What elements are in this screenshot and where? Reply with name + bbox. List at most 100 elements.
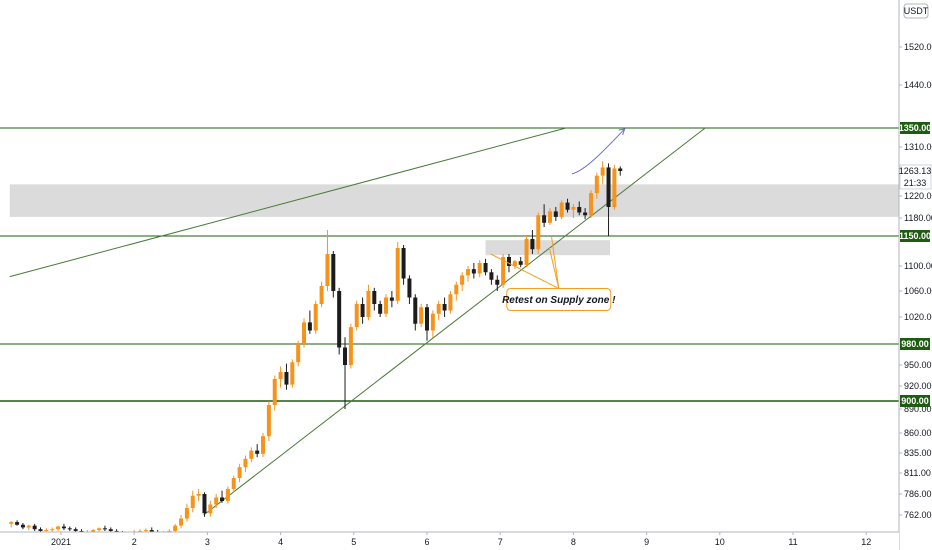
time-axis-bg xyxy=(0,532,899,550)
y-tick-label: 1220.00 xyxy=(904,191,932,201)
candle xyxy=(600,161,605,185)
candle-body xyxy=(184,508,189,519)
candle-body xyxy=(366,291,371,317)
candle-body xyxy=(413,297,418,324)
candle xyxy=(243,455,248,473)
candle xyxy=(255,444,260,458)
candle xyxy=(307,310,312,334)
candle-body xyxy=(518,261,523,265)
candle xyxy=(542,204,547,227)
candle-body xyxy=(559,202,564,217)
level-badge-1350[interactable] xyxy=(900,122,930,134)
candle xyxy=(547,208,552,226)
candle xyxy=(442,297,447,317)
candle-body xyxy=(389,297,394,301)
candle xyxy=(266,401,271,441)
candle xyxy=(337,287,342,355)
time-axis[interactable]: 2021 2 3 4 5 6 7 8 9 10 11 12 xyxy=(0,531,899,550)
candle-body xyxy=(448,294,453,311)
y-tick-label: 1060.00 xyxy=(904,286,932,296)
candle xyxy=(594,172,599,199)
y-tick-label: 890.00 xyxy=(904,404,932,414)
candle xyxy=(278,366,283,388)
candle-body xyxy=(477,263,482,274)
candle-body xyxy=(56,526,61,530)
candle xyxy=(331,251,336,298)
candle xyxy=(302,318,307,348)
candle-body xyxy=(237,467,242,479)
candle-body xyxy=(483,263,488,273)
candle xyxy=(565,198,570,213)
candle xyxy=(208,501,213,517)
candle xyxy=(389,291,394,308)
candle-body xyxy=(372,291,377,304)
x-tick-label: 10 xyxy=(715,537,725,547)
candle-body xyxy=(495,279,500,285)
candle-body xyxy=(91,530,96,532)
y-tick-label: 920.00 xyxy=(904,381,932,391)
callout-text: Retest on Supply zone ! xyxy=(502,295,616,306)
retest-zone[interactable] xyxy=(485,240,610,256)
candle-body xyxy=(202,494,207,514)
candle xyxy=(284,363,289,390)
candle-body xyxy=(26,525,31,528)
x-tick-label: 4 xyxy=(278,537,283,547)
callout-box[interactable] xyxy=(506,287,612,311)
candle-body xyxy=(20,524,25,528)
y-tick-label: 860.00 xyxy=(904,428,932,438)
candle-body xyxy=(225,488,230,501)
y-tick-label: 762.00 xyxy=(904,510,932,520)
candle-body xyxy=(600,167,605,176)
candle xyxy=(471,263,476,279)
candle-body xyxy=(220,497,225,501)
price-axis-bg xyxy=(899,0,932,550)
candle xyxy=(348,323,353,369)
candle xyxy=(9,521,14,528)
candle xyxy=(553,207,558,221)
candle xyxy=(483,258,488,276)
candle xyxy=(372,287,377,311)
candle-body xyxy=(302,322,307,344)
level-badge-text: 1350.00 xyxy=(899,123,932,133)
candle-body xyxy=(272,379,277,405)
candle xyxy=(612,164,617,210)
candle-body xyxy=(179,518,184,526)
candle xyxy=(102,525,107,531)
levels-layer xyxy=(0,127,899,402)
candle xyxy=(360,297,365,324)
last-price-badge[interactable] xyxy=(899,164,932,190)
x-tick-label: 5 xyxy=(351,537,356,547)
level-badge-980[interactable] xyxy=(900,338,930,350)
candle-body xyxy=(138,530,143,532)
level-badge-900[interactable] xyxy=(900,395,930,407)
candle-body xyxy=(337,291,342,348)
candle-body xyxy=(61,526,66,529)
candle-body xyxy=(214,497,219,505)
candle xyxy=(407,275,412,304)
x-tick-label: 7 xyxy=(498,537,503,547)
candle-body xyxy=(173,525,178,531)
x-tick-label: 12 xyxy=(861,537,871,547)
candle xyxy=(530,230,535,254)
candle xyxy=(296,340,301,367)
candle-body xyxy=(577,207,582,213)
x-tick-label: 9 xyxy=(644,537,649,547)
candle-body xyxy=(425,307,429,331)
candle xyxy=(196,488,201,501)
candle-body xyxy=(97,528,102,531)
projection-curve[interactable] xyxy=(571,128,626,175)
supply-zone[interactable] xyxy=(9,184,899,217)
price-axis[interactable]: USDT 1520.00 1440.00 1310.00 1220.00 1180.00 1… xyxy=(898,0,932,550)
rising-support[interactable] xyxy=(203,127,706,516)
candle-body xyxy=(536,215,541,250)
y-tick-label: 835.00 xyxy=(904,448,932,458)
candle-body xyxy=(15,522,20,525)
currency-badge[interactable] xyxy=(903,3,929,19)
upper-channel[interactable] xyxy=(9,127,567,278)
x-tick-label: 3 xyxy=(205,537,210,547)
level-badge-1150[interactable] xyxy=(900,230,930,242)
level-badge-text: 900.00 xyxy=(901,396,929,406)
candle-body xyxy=(319,286,324,304)
candle xyxy=(225,486,230,504)
